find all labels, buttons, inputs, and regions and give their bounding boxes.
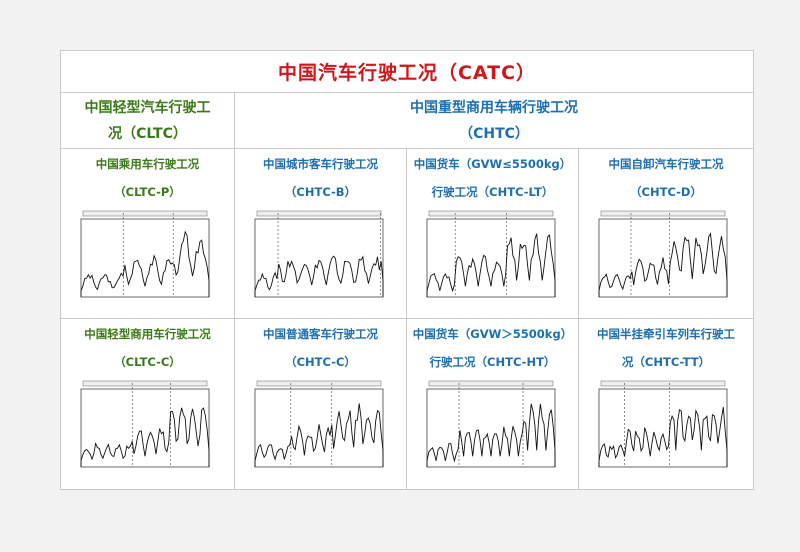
speed-profile-chart [598,380,728,468]
speed-trace [426,403,556,467]
speed-trace [598,407,728,467]
panel-subtitle: 行驶工况（CHTC-HT） [429,355,556,369]
heavy-vehicle-header: 中国重型商用车辆行驶工况 （CHTC） [235,93,753,149]
light-header-line2: 况（CLTC） [108,126,187,142]
panel-title: 中国自卸汽车行驶工况 [608,157,724,171]
speed-trace [80,230,210,297]
phase-band [256,380,382,387]
panel-chtc-tt: 中国半挂牵引车列车行驶工 况（CHTC-TT） [579,319,753,489]
speed-trace [598,232,728,297]
plot-frame [426,218,556,298]
speed-profile-chart [80,210,210,298]
speed-profile-chart [254,380,384,468]
phase-band [428,380,554,387]
table-title: 中国汽车行驶工况（CATC） [61,51,753,93]
panel-title: 中国半挂牵引车列车行驶工 [597,327,735,341]
panel-subtitle: （CHTC-C） [285,355,356,369]
panel-chtc-b: 中国城市客车行驶工况 （CHTC-B） [235,149,407,319]
panel-chtc-lt: 中国货车（GVW≤5500kg） 行驶工况（CHTC-LT） [407,149,579,319]
panel-subtitle: （CHTC-D） [630,185,702,199]
panel-subtitle: 况（CHTC-TT） [621,355,711,369]
panel-title: 中国货车（GVW≤5500kg） [413,157,572,171]
panel-subtitle: 行驶工况（CHTC-LT） [431,185,554,199]
speed-profile-chart [598,210,728,298]
panel-cltc-c: 中国轻型商用车行驶工况 （CLTC-C） [61,319,235,489]
speed-profile-chart [254,210,384,298]
plot-frame [80,218,210,298]
plot-frame [80,388,210,468]
panel-title: 中国城市客车行驶工况 [263,157,378,171]
phase-band [428,210,554,217]
panel-title: 中国轻型商用车行驶工况 [84,327,211,341]
phase-band [600,380,726,387]
panel-title: 中国普通客车行驶工况 [263,327,378,341]
panel-title: 中国货车（GVW＞5500kg） [412,327,573,341]
plot-frame [254,218,384,298]
phase-band [600,210,726,217]
heavy-header-line1: 中国重型商用车辆行驶工况 [410,100,578,116]
speed-profile-chart [80,380,210,468]
panel-subtitle: （CHTC-B） [284,185,357,199]
panel-chtc-c: 中国普通客车行驶工况 （CHTC-C） [235,319,407,489]
plot-frame [598,388,728,468]
heavy-header-line2: （CHTC） [459,126,529,142]
speed-trace [254,255,384,297]
panel-title: 中国乘用车行驶工况 [95,157,200,171]
plot-frame [598,218,728,298]
panel-chtc-ht: 中国货车（GVW＞5500kg） 行驶工况（CHTC-HT） [407,319,579,489]
light-vehicle-header: 中国轻型汽车行驶工 况（CLTC） [61,93,235,149]
plot-frame [254,388,384,468]
light-header-line1: 中国轻型汽车行驶工 [84,100,211,116]
speed-trace [80,407,210,467]
panel-chtc-d: 中国自卸汽车行驶工况 （CHTC-D） [579,149,753,319]
plot-frame [426,388,556,468]
panel-subtitle: （CLTC-C） [114,355,181,369]
speed-profile-chart [426,210,556,298]
phase-band [256,210,382,217]
speed-trace [426,233,556,297]
panel-cltc-p: 中国乘用车行驶工况 （CLTC-P） [61,149,235,319]
panel-subtitle: （CLTC-P） [114,185,181,199]
phase-band [82,210,208,217]
phase-band [82,380,208,387]
catc-table: 中国汽车行驶工况（CATC） 中国轻型汽车行驶工 况（CLTC） 中国重型商用车… [60,50,754,490]
speed-profile-chart [426,380,556,468]
speed-trace [254,403,384,467]
